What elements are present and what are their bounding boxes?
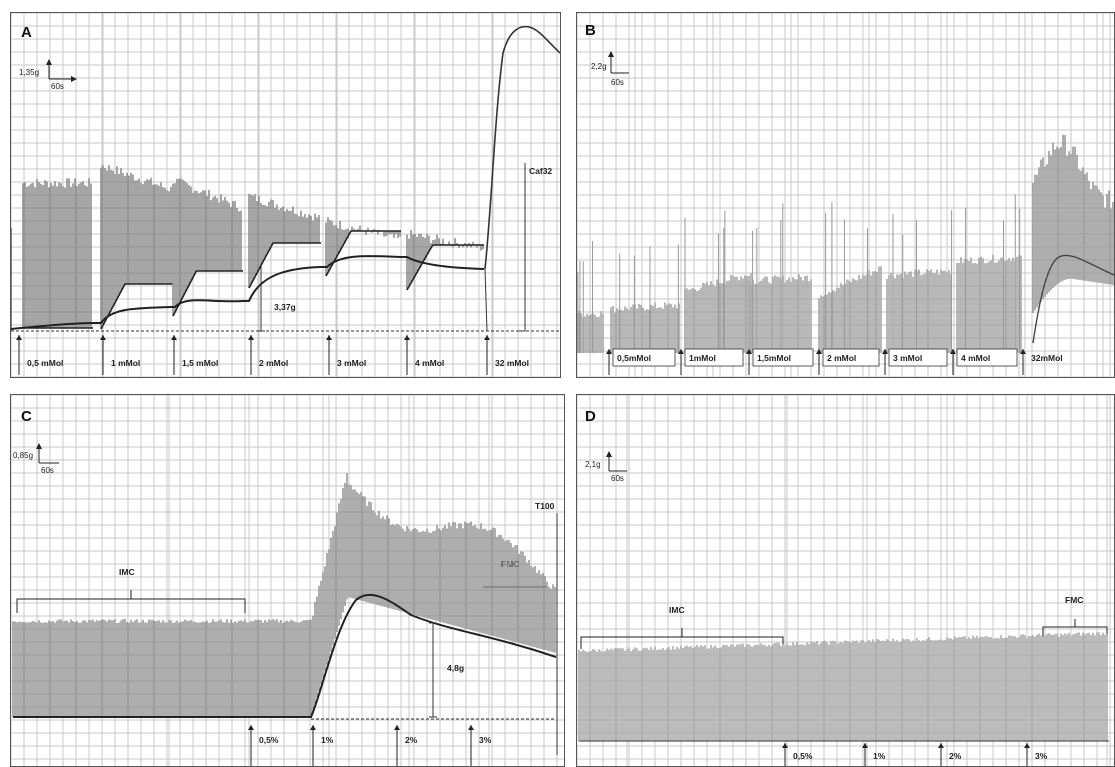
scale-amplitude-b: 2,2g bbox=[591, 62, 607, 71]
addition-arrowhead bbox=[310, 725, 316, 730]
addition-arrowhead bbox=[882, 349, 888, 354]
addition-arrowhead bbox=[950, 349, 956, 354]
imc-bracket-c bbox=[16, 590, 246, 613]
addition-label: 3% bbox=[1035, 751, 1048, 761]
addition-arrowhead bbox=[326, 335, 332, 340]
addition-arrowhead bbox=[816, 349, 822, 354]
addition-label: 3 mMol bbox=[337, 358, 366, 368]
caf32-label: Caf32 bbox=[529, 166, 552, 176]
trace-a bbox=[11, 25, 560, 332]
addition-label: 1,5 mMol bbox=[182, 358, 218, 368]
panel-b: B 2,2g 60s 0,5mMol 1mMol 1,5mMol 2 mMol 3 mM… bbox=[576, 12, 1115, 378]
addition-arrowhead bbox=[606, 349, 612, 354]
addition-box bbox=[956, 348, 1018, 367]
imc-bracket-d bbox=[580, 628, 784, 649]
addition-arrowhead bbox=[938, 743, 944, 748]
addition-arrowhead bbox=[862, 743, 868, 748]
panel-letter-a: A bbox=[21, 24, 32, 41]
scale-time-b: 60s bbox=[611, 78, 624, 87]
addition-label: 2 mMol bbox=[827, 353, 856, 363]
addition-box bbox=[612, 348, 676, 367]
addition-arrowhead bbox=[782, 743, 788, 748]
addition-label: 4 mMol bbox=[961, 353, 990, 363]
addition-label: 0,5mMol bbox=[617, 353, 651, 363]
addition-box bbox=[684, 348, 744, 367]
addition-label: 1,5mMol bbox=[757, 353, 791, 363]
addition-label: 0,5% bbox=[793, 751, 813, 761]
addition-arrowhead bbox=[248, 725, 254, 730]
panel-c: C 0,85g 60s IMC FMC 4,8g T100 0,5% 1% 2% 3% bbox=[10, 394, 565, 767]
scale-time-c: 60s bbox=[41, 466, 54, 475]
addition-arrowhead bbox=[468, 725, 474, 730]
addition-label: 2 mMol bbox=[259, 358, 288, 368]
addition-arrowhead bbox=[1020, 349, 1026, 354]
addition-arrowhead bbox=[1024, 743, 1030, 748]
scale-bar-a bbox=[46, 59, 77, 82]
addition-arrowhead bbox=[484, 335, 490, 340]
annotation-caf32 bbox=[517, 163, 526, 332]
peak-label-c: 4,8g bbox=[447, 663, 464, 673]
scale-amplitude-d: 2,1g bbox=[585, 460, 601, 469]
panel-a: A 1,35g 60s 3,37g Caf32 0,5 mMol 1 mMol 1,… bbox=[10, 12, 561, 378]
panel-letter-d: D bbox=[585, 408, 596, 425]
fmc-bracket-d bbox=[1042, 619, 1108, 639]
chart-a: A 1,35g 60s 3,37g Caf32 0,5 mMol 1 mMol 1,… bbox=[11, 13, 560, 377]
panel-letter-b: B bbox=[585, 22, 596, 39]
addition-label: 2% bbox=[405, 735, 418, 745]
addition-label: 4 mMol bbox=[415, 358, 444, 368]
addition-arrowhead bbox=[16, 335, 22, 340]
addition-label: 32 mMol bbox=[495, 358, 529, 368]
addition-label: 1mMol bbox=[689, 353, 716, 363]
addition-label: 0,5% bbox=[259, 735, 279, 745]
fmc-label-c: FMC bbox=[501, 559, 519, 569]
addition-label: 2% bbox=[949, 751, 962, 761]
addition-label: 0,5 mMol bbox=[27, 358, 63, 368]
scale-amplitude-c: 0,85g bbox=[13, 451, 33, 460]
trace-b bbox=[577, 134, 1114, 353]
scale-bar-c bbox=[36, 443, 59, 464]
chart-d: D 2,1g 60s IMC FMC 0,5% 1% 2% 3% bbox=[577, 395, 1114, 766]
scale-time-d: 60s bbox=[611, 474, 624, 483]
addition-arrowhead bbox=[678, 349, 684, 354]
t100-label: T100 bbox=[535, 501, 555, 511]
chart-b: B 2,2g 60s 0,5mMol 1mMol 1,5mMol 2 mMol 3 mM… bbox=[577, 13, 1114, 377]
addition-arrowhead bbox=[394, 725, 400, 730]
imc-label-d: IMC bbox=[669, 605, 685, 615]
fmc-label-d: FMC bbox=[1065, 595, 1083, 605]
addition-arrowhead bbox=[404, 335, 410, 340]
addition-arrowhead bbox=[746, 349, 752, 354]
addition-label: 1% bbox=[873, 751, 886, 761]
panel-letter-c: C bbox=[21, 408, 32, 425]
annotation-48g bbox=[429, 622, 437, 718]
scale-bar-b bbox=[608, 51, 629, 74]
addition-box bbox=[822, 348, 880, 367]
scale-bar-d bbox=[606, 451, 627, 472]
addition-box bbox=[888, 348, 948, 367]
addition-label: 1 mMol bbox=[111, 358, 140, 368]
scale-amplitude-a: 1,35g bbox=[19, 68, 39, 77]
annotation-337g bbox=[257, 265, 265, 332]
panel-d: D 2,1g 60s IMC FMC 0,5% 1% 2% 3% bbox=[576, 394, 1115, 767]
addition-arrowhead bbox=[248, 335, 254, 340]
addition-label: 3 mMol bbox=[893, 353, 922, 363]
scale-time-a: 60s bbox=[51, 82, 64, 91]
addition-label: 3% bbox=[479, 735, 492, 745]
addition-arrowhead bbox=[171, 335, 177, 340]
addition-label: 1% bbox=[321, 735, 334, 745]
trace-d bbox=[578, 632, 1109, 742]
addition-label: 32mMol bbox=[1031, 353, 1063, 363]
imc-label-c: IMC bbox=[119, 567, 135, 577]
addition-arrowhead bbox=[100, 335, 106, 340]
trace-c bbox=[12, 473, 557, 718]
annotation-label-a: 3,37g bbox=[274, 302, 296, 312]
addition-box bbox=[752, 348, 814, 367]
chart-c: C 0,85g 60s IMC FMC 4,8g T100 0,5% 1% 2% 3% bbox=[11, 395, 564, 766]
